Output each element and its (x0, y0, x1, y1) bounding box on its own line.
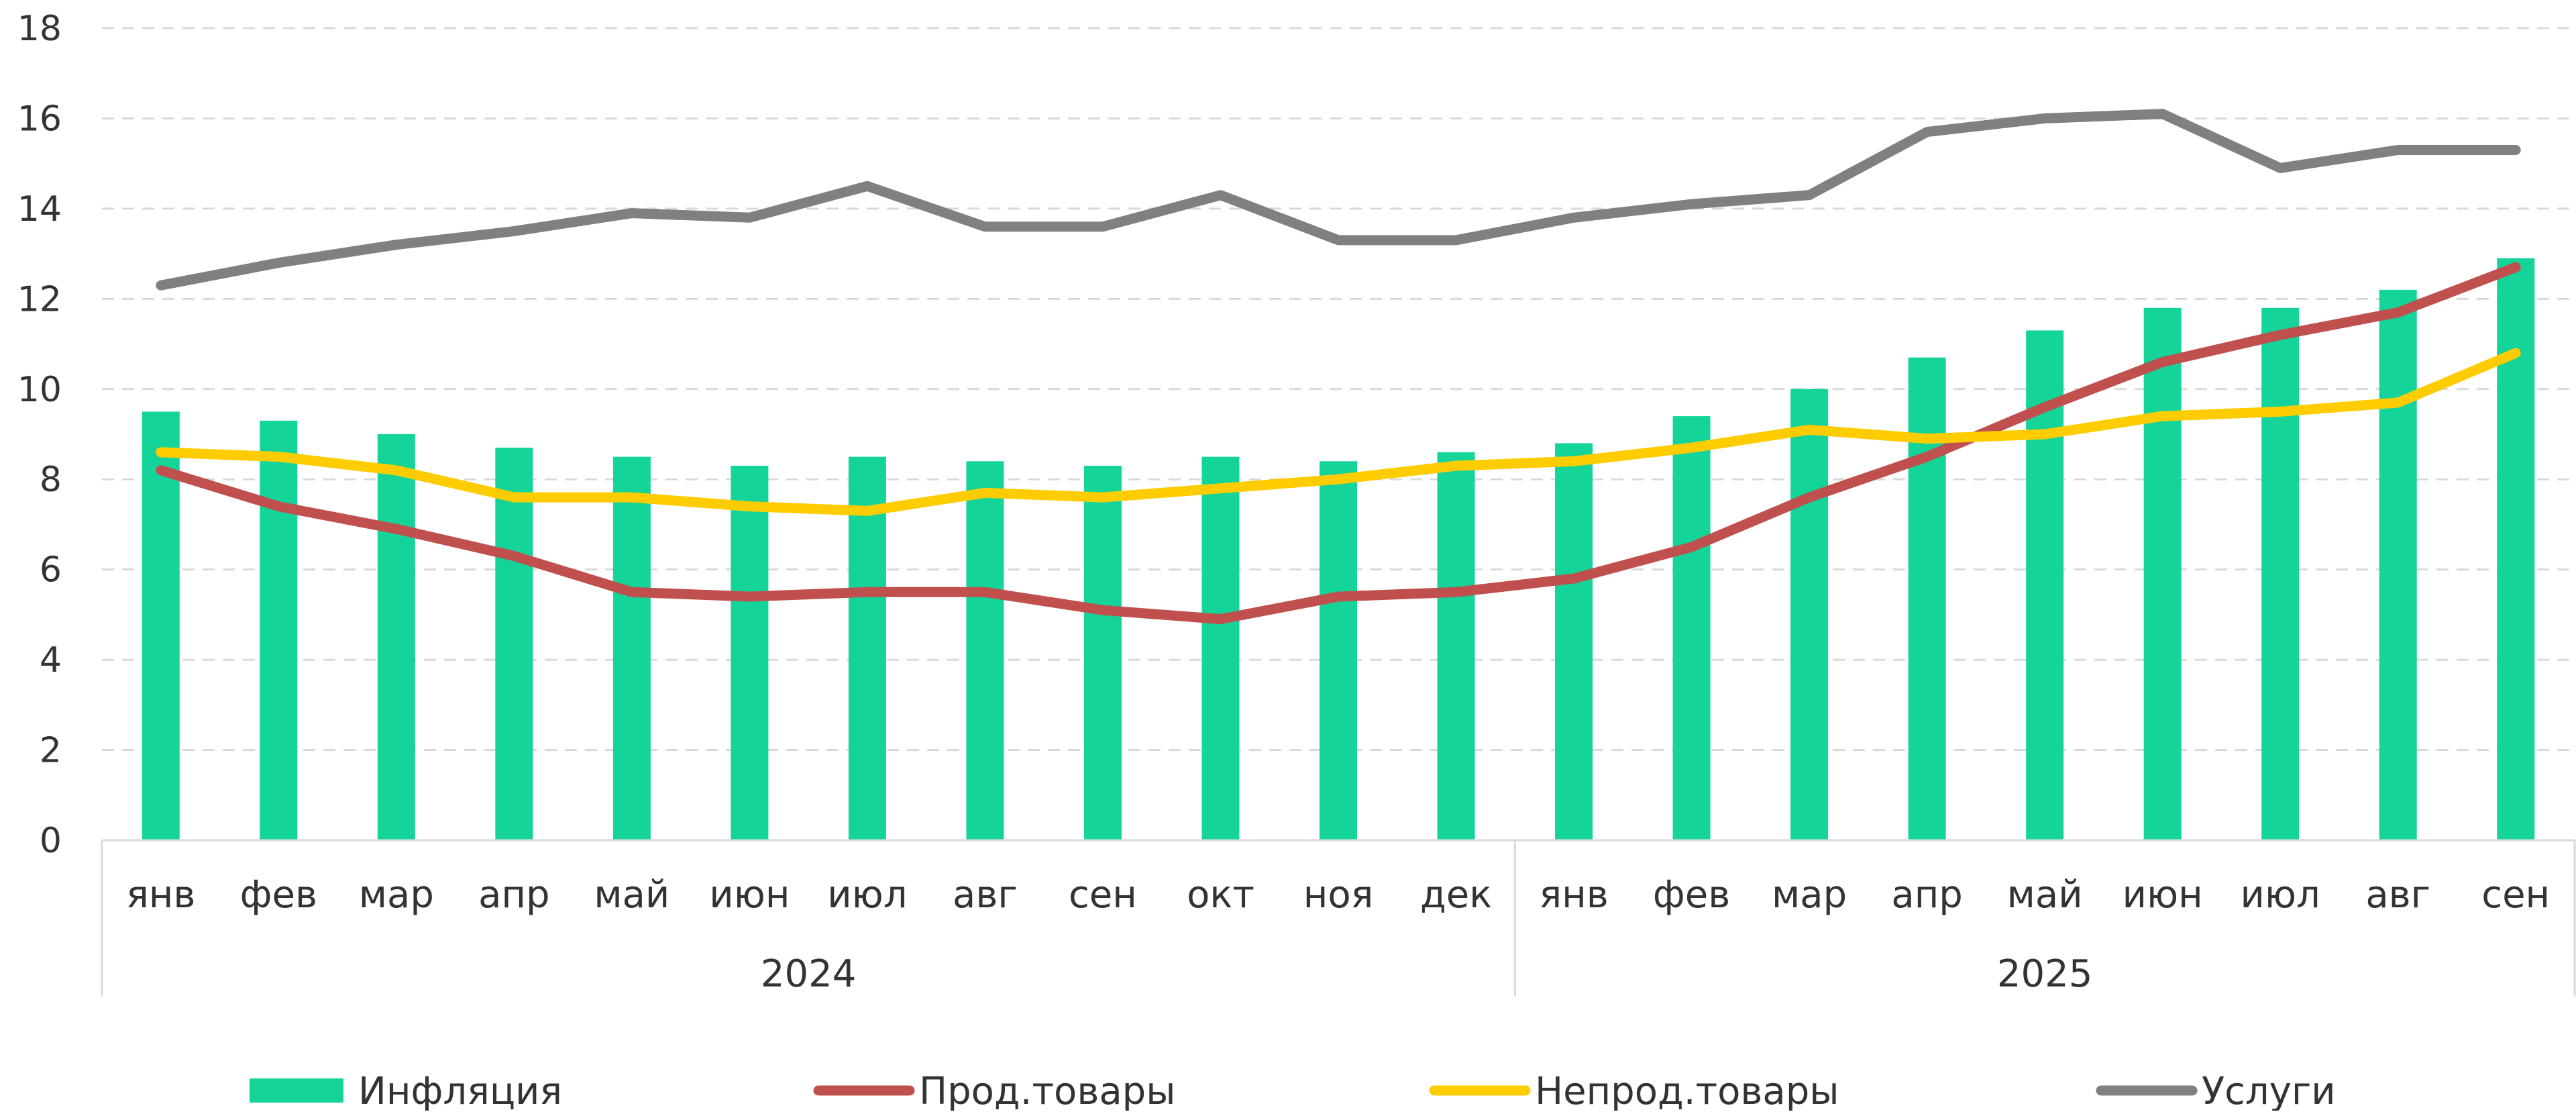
x-tick-label: дек (1420, 873, 1492, 917)
x-tick-label: сен (1069, 873, 1137, 917)
x-tick-label: апр (478, 873, 549, 917)
bar (2379, 289, 2417, 840)
x-tick-label: июл (2241, 873, 2320, 917)
year-label: 2024 (761, 952, 857, 996)
legend-label: Прод.товары (919, 1070, 1175, 1111)
bar (260, 420, 298, 840)
axes (101, 839, 2576, 997)
bar (1201, 456, 1240, 840)
y-tick-label: 6 (40, 550, 62, 591)
y-tick-label: 18 (17, 9, 62, 49)
x-tick-label: фев (240, 873, 317, 917)
bar (1672, 416, 1711, 840)
x-tick-label: июл (827, 873, 907, 917)
x-tick-label: окт (1187, 873, 1254, 917)
lines (156, 109, 2521, 625)
x-tick-label: мар (359, 873, 434, 917)
series-line (156, 109, 2521, 291)
bar (731, 466, 769, 840)
y-tick-label: 2 (40, 731, 62, 771)
bar (377, 434, 415, 840)
bar (1320, 461, 1357, 840)
y-tick-label: 8 (40, 460, 62, 500)
bar (1790, 389, 1829, 840)
bar (848, 456, 886, 840)
x-tick-label: июн (2123, 873, 2203, 917)
x-tick-label: май (2007, 873, 2083, 917)
series-line (156, 348, 2521, 516)
x-tick-label: авг (953, 873, 1018, 917)
series-line (156, 262, 2521, 625)
bar (142, 411, 180, 840)
bar (966, 461, 1004, 840)
bar (1083, 466, 1122, 840)
legend-label: Услуги (2202, 1070, 2336, 1111)
x-tick-label: авг (2365, 873, 2430, 917)
bar (1555, 443, 1593, 840)
x-tick-label: ноя (1303, 873, 1374, 917)
legend-label: Инфляция (358, 1070, 562, 1111)
x-tick-label: янв (1539, 873, 1608, 917)
bar (612, 456, 651, 840)
bar (1437, 452, 1475, 840)
bar (2497, 258, 2535, 840)
bar (2143, 307, 2182, 840)
legend-label: Непрод.товары (1535, 1070, 1839, 1111)
y-tick-label: 12 (17, 279, 62, 319)
x-tick-label: сен (2481, 873, 2550, 917)
legend: Инфляция Прод.товары Непрод.товары Услуги (250, 1070, 2336, 1113)
x-tick-label: май (594, 873, 669, 917)
x-tick-label: апр (1891, 873, 1962, 917)
y-tick-label: 0 (40, 821, 62, 861)
x-tick-label: мар (1772, 873, 1847, 917)
x-tick-label: янв (126, 873, 195, 917)
year-label: 2025 (1997, 952, 2093, 996)
bar (2261, 307, 2300, 840)
y-tick-label: 10 (17, 370, 62, 410)
y-tick-label: 14 (17, 189, 62, 230)
x-tick-label: июн (709, 873, 790, 917)
y-tick-label: 4 (40, 640, 62, 680)
x-tick-label: фев (1653, 873, 1730, 917)
legend-swatch (250, 1078, 343, 1103)
bar (495, 448, 533, 840)
y-tick-label: 16 (17, 99, 62, 139)
bar (1908, 357, 1946, 840)
